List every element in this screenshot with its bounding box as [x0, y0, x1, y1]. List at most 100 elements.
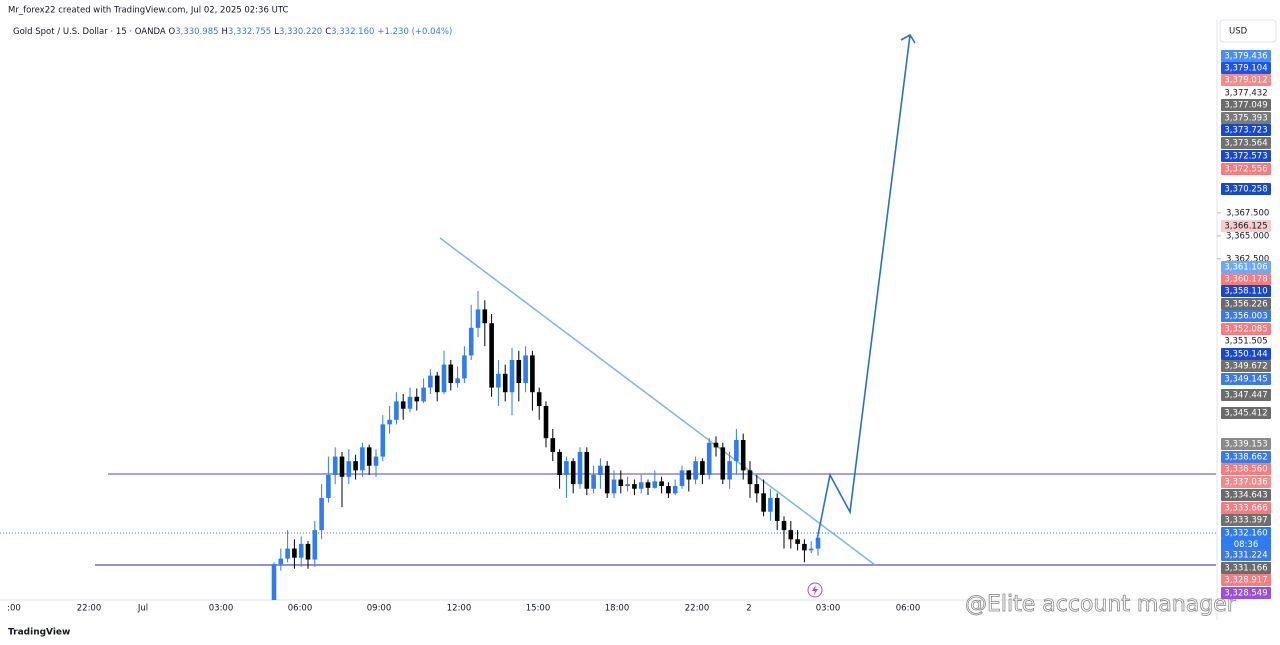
candle-body — [584, 451, 590, 489]
l-value: 3,330.220 — [279, 27, 322, 37]
candle-body — [496, 373, 501, 388]
candle-body — [441, 364, 447, 393]
x-tick-label: 2 — [746, 604, 751, 614]
candle-body — [271, 564, 277, 600]
price-badge-label: 3,338.560 — [1224, 465, 1267, 475]
candle-body — [414, 396, 420, 402]
price-badge-label: 3,370.258 — [1224, 185, 1267, 195]
ohlc-legend: Gold Spot / U.S. Dollar · 15 · OANDA O3,3… — [13, 27, 452, 37]
price-badge-label: 3,373.564 — [1224, 139, 1267, 149]
y-tick-label: 3,365.000 — [1226, 231, 1269, 241]
brand: TradingView — [8, 628, 70, 638]
price-badge-label: 3,332.160 — [1224, 529, 1267, 539]
price-badge — [1221, 183, 1271, 195]
x-tick-label: 06:00 — [896, 604, 921, 614]
candle-body — [550, 438, 556, 452]
candle-body — [747, 470, 753, 485]
c-key: C — [325, 27, 331, 37]
price-badge — [1221, 373, 1271, 385]
price-badge-label: 3,366.125 — [1224, 222, 1267, 232]
price-badge-label: 3,333.397 — [1224, 516, 1267, 526]
price-badge-label: 3,351.505 — [1224, 337, 1267, 347]
price-badge — [1221, 62, 1271, 74]
h-key: H — [222, 27, 228, 37]
x-tick-label: :00 — [7, 604, 21, 614]
candle-body — [781, 520, 787, 531]
price-badge — [1221, 87, 1271, 99]
candle-body — [795, 539, 800, 544]
x-tick-label: Jul — [137, 604, 148, 614]
candle-body — [278, 558, 284, 565]
candle-body — [400, 401, 406, 409]
candle-body — [754, 484, 760, 494]
change: +1.230 (+0.04%) — [377, 27, 452, 37]
x-tick-label: 09:00 — [367, 604, 392, 614]
price-badge-label: 3,373.723 — [1224, 126, 1267, 136]
price-badge — [1221, 514, 1271, 526]
price-badge — [1221, 261, 1271, 273]
candle-body — [672, 485, 678, 494]
price-badge-label: 3,334.643 — [1224, 491, 1267, 501]
candle-body — [632, 484, 637, 489]
price-badge — [1221, 298, 1271, 310]
watermark: @Elite account manager — [965, 592, 1237, 617]
candle-body — [326, 474, 331, 498]
candle-body — [285, 548, 290, 559]
candle-body — [604, 465, 610, 494]
candle-body — [475, 309, 481, 328]
candle-body — [564, 461, 569, 475]
candle-body — [659, 481, 664, 486]
price-badge — [1221, 150, 1271, 162]
y-tick-label: 3,362.500 — [1226, 254, 1269, 264]
candle-body — [421, 387, 426, 402]
price-badge-label: 3,328.549 — [1224, 589, 1267, 599]
plot-area — [0, 237, 1216, 600]
candle-body — [788, 530, 794, 540]
price-badge-label: 3,331.224 — [1224, 551, 1267, 561]
candle-body — [740, 440, 746, 471]
candle-body — [360, 447, 365, 471]
candle-body — [536, 392, 542, 406]
currency-box[interactable] — [1219, 19, 1277, 43]
candle-body — [625, 484, 630, 486]
candle-body — [693, 461, 698, 480]
price-badge — [1221, 348, 1271, 360]
candle-body — [666, 485, 671, 494]
candle-body — [502, 373, 508, 393]
candle-body — [380, 424, 386, 457]
price-badge-label: 3,337.036 — [1224, 478, 1267, 488]
x-tick-label: 22:00 — [685, 604, 710, 614]
x-tick-label: 03:00 — [816, 604, 841, 614]
candle-body — [387, 419, 392, 425]
price-badge — [1221, 310, 1271, 322]
candle-body — [734, 440, 739, 462]
x-tick-label: 22:00 — [77, 604, 102, 614]
price-badge-label: 3,377.049 — [1224, 101, 1267, 111]
price-badge-label: 3,361.106 — [1224, 263, 1267, 273]
price-badge-label: 3,331.166 — [1224, 564, 1267, 574]
candle-body — [686, 470, 692, 480]
candle-body — [298, 543, 304, 558]
candle-body — [618, 479, 624, 486]
candle-body — [523, 355, 528, 383]
currency: USD — [1229, 27, 1248, 37]
price-badge — [1221, 451, 1271, 463]
candle-body — [428, 375, 433, 388]
price-badge — [1221, 574, 1271, 586]
price-badge — [1221, 389, 1271, 401]
price-badge-label: 3,347.447 — [1224, 391, 1267, 401]
candle-body — [366, 447, 372, 466]
price-badge — [1221, 407, 1271, 419]
candle-body — [808, 548, 814, 551]
countdown: 08:36 — [1234, 540, 1259, 550]
price-badge — [1221, 549, 1271, 561]
candle-body — [292, 548, 297, 558]
chart-title: Mr_forex22 created with TradingView.com,… — [8, 6, 288, 16]
candle-body — [802, 543, 807, 551]
candle-body — [727, 461, 732, 480]
candle-body — [319, 497, 324, 531]
candle-body — [455, 378, 460, 383]
candle-body — [557, 451, 562, 475]
candle-body — [598, 465, 603, 475]
